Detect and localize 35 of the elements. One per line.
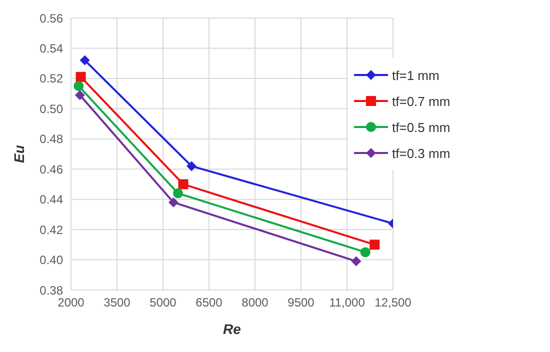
x-tick-label: 5000 [150, 296, 177, 310]
legend-label: tf=0.7 mm [392, 94, 450, 108]
x-tick-label: 6500 [196, 296, 223, 310]
x-tick-label: 12,500 [374, 296, 412, 310]
legend-label: tf=1 mm [392, 68, 440, 82]
point [80, 55, 90, 66]
x-tick-label: 11,000 [329, 296, 366, 310]
x-axis-title: Re [223, 321, 242, 337]
y-tick-label: 0.52 [40, 72, 64, 86]
y-tick-label: 0.56 [40, 11, 64, 26]
y-tick-label: 0.42 [40, 222, 64, 237]
point [360, 247, 370, 258]
y-tick-label: 0.50 [40, 102, 64, 116]
y-tick-label: 0.40 [40, 253, 64, 268]
legend-label: tf=0.3 mm [392, 146, 450, 160]
y-tick-label: 0.46 [40, 162, 64, 176]
y-axis-title: Eu [10, 144, 27, 163]
x-tick-label: 9500 [288, 296, 315, 310]
x-tick-label: 2000 [58, 296, 85, 310]
y-tick-label: 0.44 [40, 192, 64, 207]
x-tick-label: 3500 [104, 296, 131, 310]
point [370, 240, 380, 250]
y-tick-label: 0.38 [40, 283, 64, 298]
point [178, 179, 188, 190]
point [186, 161, 197, 172]
point [76, 72, 86, 82]
x-tick-label: 8000 [242, 296, 269, 310]
point [173, 188, 184, 198]
legend-label: tf=0.5 mm [392, 120, 450, 134]
point [168, 197, 178, 208]
point [351, 256, 362, 266]
y-tick-label: 0.54 [40, 41, 64, 56]
point [74, 81, 84, 91]
point [74, 90, 85, 100]
y-tick-label: 0.48 [40, 132, 64, 146]
